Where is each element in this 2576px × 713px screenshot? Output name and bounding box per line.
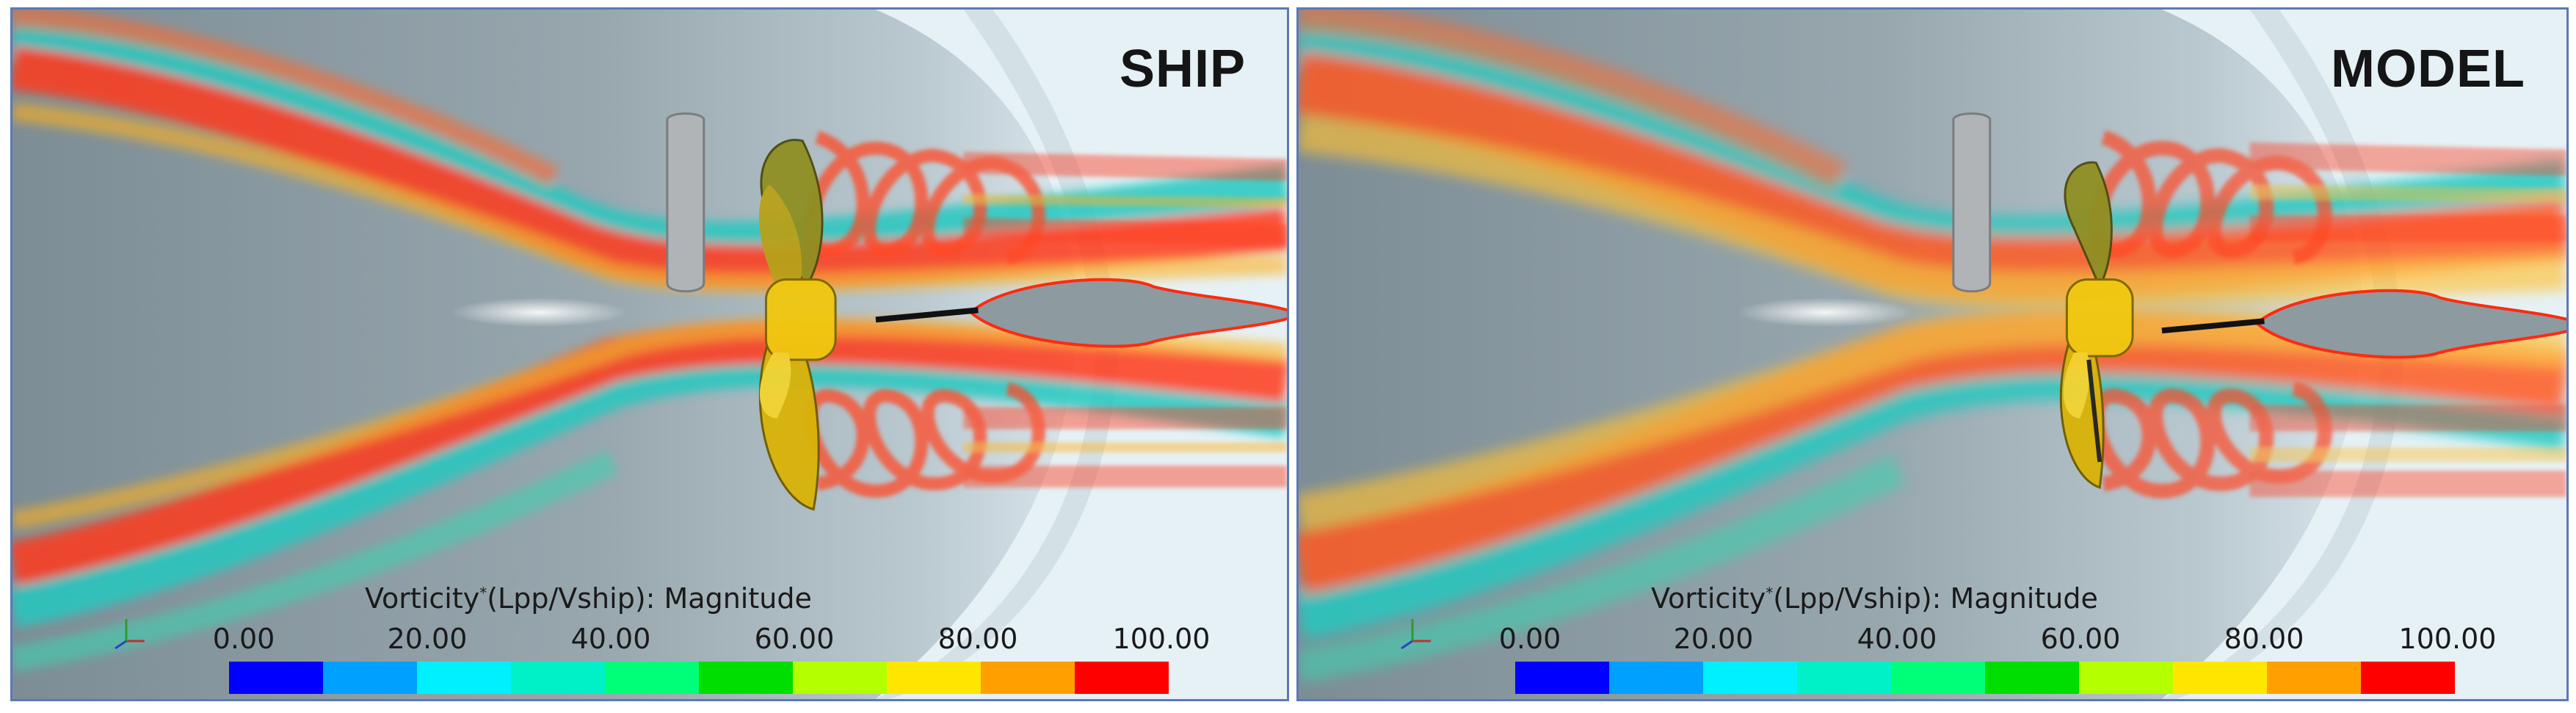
colorbar-tick: 0.00 [1498,623,1561,655]
colorbar-segment [417,662,511,694]
colorbar-segment [1703,662,1797,694]
colorbar-segment [2361,662,2455,694]
colorbar-segment [1609,662,1703,694]
colorbar-tick: 20.00 [387,623,468,655]
colorbar-title: Vorticity*(Lpp/Vship): Magnitude [1651,582,2098,615]
colorbar-segment [1515,662,1609,694]
axis-triad-icon [115,619,145,650]
colorbar-tick: 100.00 [2398,623,2497,655]
propeller [758,139,837,511]
colorbar-tick: 40.00 [570,623,651,655]
colorbar-segment [2267,662,2361,694]
colorbar-ticks: 0.00 20.00 40.00 60.00 80.00 100.00 [152,623,1253,659]
colorbar-segment [605,662,699,694]
colorbar-segment [511,662,605,694]
colorbar-tick: 100.00 [1112,623,1211,655]
colorbar-segment [887,662,981,694]
colorbar-segment [1075,662,1169,694]
panel-title: MODEL [2331,40,2525,98]
colorbar-tick: 80.00 [937,623,1018,655]
colorbar-segment [981,662,1075,694]
colorbar-segment [793,662,887,694]
colorbar-title: Vorticity*(Lpp/Vship): Magnitude [365,582,812,615]
colorbar-ticks: 0.00 20.00 40.00 60.00 80.00 100.00 [1438,623,2539,659]
colorbar-segment [2079,662,2173,694]
axis-triad-icon [1401,619,1431,650]
model-panel: MODEL Vorticity*(Lpp/Vship): Magnitude 0… [1296,7,2569,701]
colorbar-tick: 80.00 [2224,623,2304,655]
colorbar-segment [323,662,417,694]
ship-vorticity-render [12,10,1287,699]
panel-title: SHIP [1119,40,1246,98]
colorbar-tick: 60.00 [754,623,835,655]
colorbar [1515,662,2455,694]
colorbar-tick: 40.00 [1857,623,1937,655]
colorbar-segment [1985,662,2079,694]
colorbar-segment [229,662,323,694]
colorbar-segment [699,662,793,694]
colorbar-tick: 20.00 [1673,623,1754,655]
model-vorticity-render [1299,10,2566,699]
rudder-stock [1952,112,1992,293]
colorbar-tick: 60.00 [2040,623,2121,655]
propeller [2059,161,2134,489]
ship-panel: SHIP Vorticity*(Lpp/Vship): Magnitude 0.… [10,7,1289,701]
rudder-stock [666,112,705,293]
colorbar-segment [2173,662,2267,694]
colorbar-segment [1797,662,1891,694]
rudder-bulb [2254,289,2566,359]
colorbar-tick: 0.00 [212,623,275,655]
colorbar-segment [1891,662,1985,694]
colorbar [229,662,1169,694]
rudder-bulb [968,278,1287,348]
